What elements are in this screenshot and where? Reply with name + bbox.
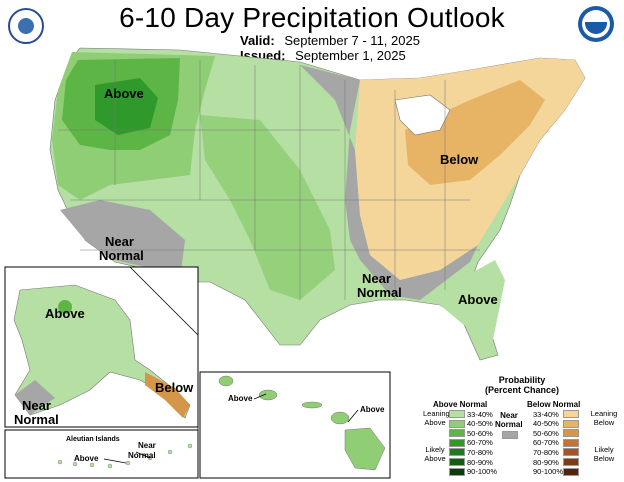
legend-title-2: (Percent Chance) (484, 385, 560, 395)
legend-below-range: 40-50% (533, 419, 559, 429)
label-near-se-1: Near (362, 271, 391, 286)
issued-date: September 1, 2025 (295, 48, 406, 63)
valid-dates: September 7 - 11, 2025 (284, 33, 420, 48)
legend-above-swatch (449, 438, 465, 447)
legend-above-range: 33-40% (467, 409, 493, 419)
legend-near-header-2: Normal (495, 420, 523, 429)
legend-below-swatch (563, 429, 579, 438)
legend-near-swatch (502, 431, 518, 439)
legend-above-swatch (449, 429, 465, 438)
oahu (258, 389, 278, 401)
legend-above-range: 50-60% (467, 428, 493, 438)
legend-below-swatch (563, 410, 579, 418)
label-alaska-near-2: Normal (14, 412, 59, 427)
great-lakes (394, 94, 451, 136)
valid-label: Valid: (240, 33, 275, 48)
alaska-above-spot (58, 300, 72, 314)
label-above-se: Above (458, 292, 498, 307)
doc-seal-icon (8, 8, 44, 44)
legend-above-range: 70-80% (467, 447, 493, 457)
legend-above-swatch (449, 458, 465, 466)
legend-above-range: 60-70% (467, 438, 493, 448)
label-aleutian-above: Above (74, 454, 99, 463)
legend-below-range: 50-60% (533, 428, 559, 438)
central-near-normal-region (300, 65, 478, 300)
legend-above-range: 40-50% (467, 419, 493, 429)
legend-above-range: 80-90% (467, 457, 493, 467)
legend-above-swatch (449, 419, 465, 428)
alaska-below-region (145, 372, 190, 418)
legend-below-header: Below Normal (527, 400, 581, 409)
label-near-se-2: Normal (357, 285, 402, 300)
above-60-70-region (95, 78, 158, 135)
legend-above-swatch (449, 448, 465, 457)
legend-below-range: 33-40% (533, 409, 559, 419)
legend-below-swatch (563, 438, 579, 447)
probability-legend: Probability (Percent Chance) Above Norma… (423, 373, 621, 479)
legend-below-swatch (563, 458, 579, 466)
legend-below-swatch (563, 448, 579, 457)
label-aleutian-title: Aleutian Islands (66, 436, 120, 443)
legend-above-header: Above Normal (433, 400, 488, 409)
label-near-sw-2: Normal (99, 248, 144, 263)
legend-below-swatch (563, 467, 579, 476)
legend-likely-above: Likely Above (424, 445, 446, 463)
se-above-region (420, 260, 505, 352)
label-below-ne: Below (440, 152, 479, 167)
legend-likely-below: Likely Below (593, 445, 615, 463)
aleutian-inset (4, 429, 199, 479)
noaa-logo-icon (578, 6, 614, 42)
maui (330, 411, 350, 425)
legend-below-range: 80-90% (533, 457, 559, 467)
sw-near-normal-region (60, 200, 185, 280)
molokai (301, 401, 323, 409)
legend-above-range: 90-100% (467, 467, 498, 477)
big-island (344, 427, 386, 471)
alaska-near-region (15, 380, 55, 415)
legend-near-header-1: Near (500, 411, 518, 420)
legend-below-range: 90-100% (533, 467, 564, 477)
label-above-nw: Above (104, 86, 144, 101)
label-hawaii-above-w: Above (228, 394, 253, 403)
label-alaska-above: Above (45, 306, 85, 321)
legend-leaning-below: Leaning Below (590, 409, 618, 427)
legend-title-1: Probability (498, 375, 546, 385)
legend-below-swatch (563, 419, 579, 428)
legend-above-swatch (449, 467, 465, 476)
below-40-50-region (405, 80, 545, 185)
legend-below-range: 60-70% (533, 438, 559, 448)
legend-below-range: 70-80% (533, 447, 559, 457)
legend-leaning-above: Leaning Above (423, 409, 450, 427)
legend-above-swatch (449, 410, 465, 418)
plains-above-region (200, 115, 335, 300)
label-hawaii-above-e: Above (360, 405, 385, 414)
label-alaska-below: Below (155, 380, 194, 395)
map-title: 6-10 Day Precipitation Outlook (119, 2, 505, 33)
label-alaska-near-1: Near (22, 398, 51, 413)
label-aleutian-near-2: Normal (128, 451, 156, 460)
kauai (218, 375, 234, 387)
label-near-sw-1: Near (105, 234, 134, 249)
label-aleutian-near-1: Near (138, 441, 156, 450)
valid-line: Valid: September 7 - 11, 2025 (240, 33, 420, 48)
